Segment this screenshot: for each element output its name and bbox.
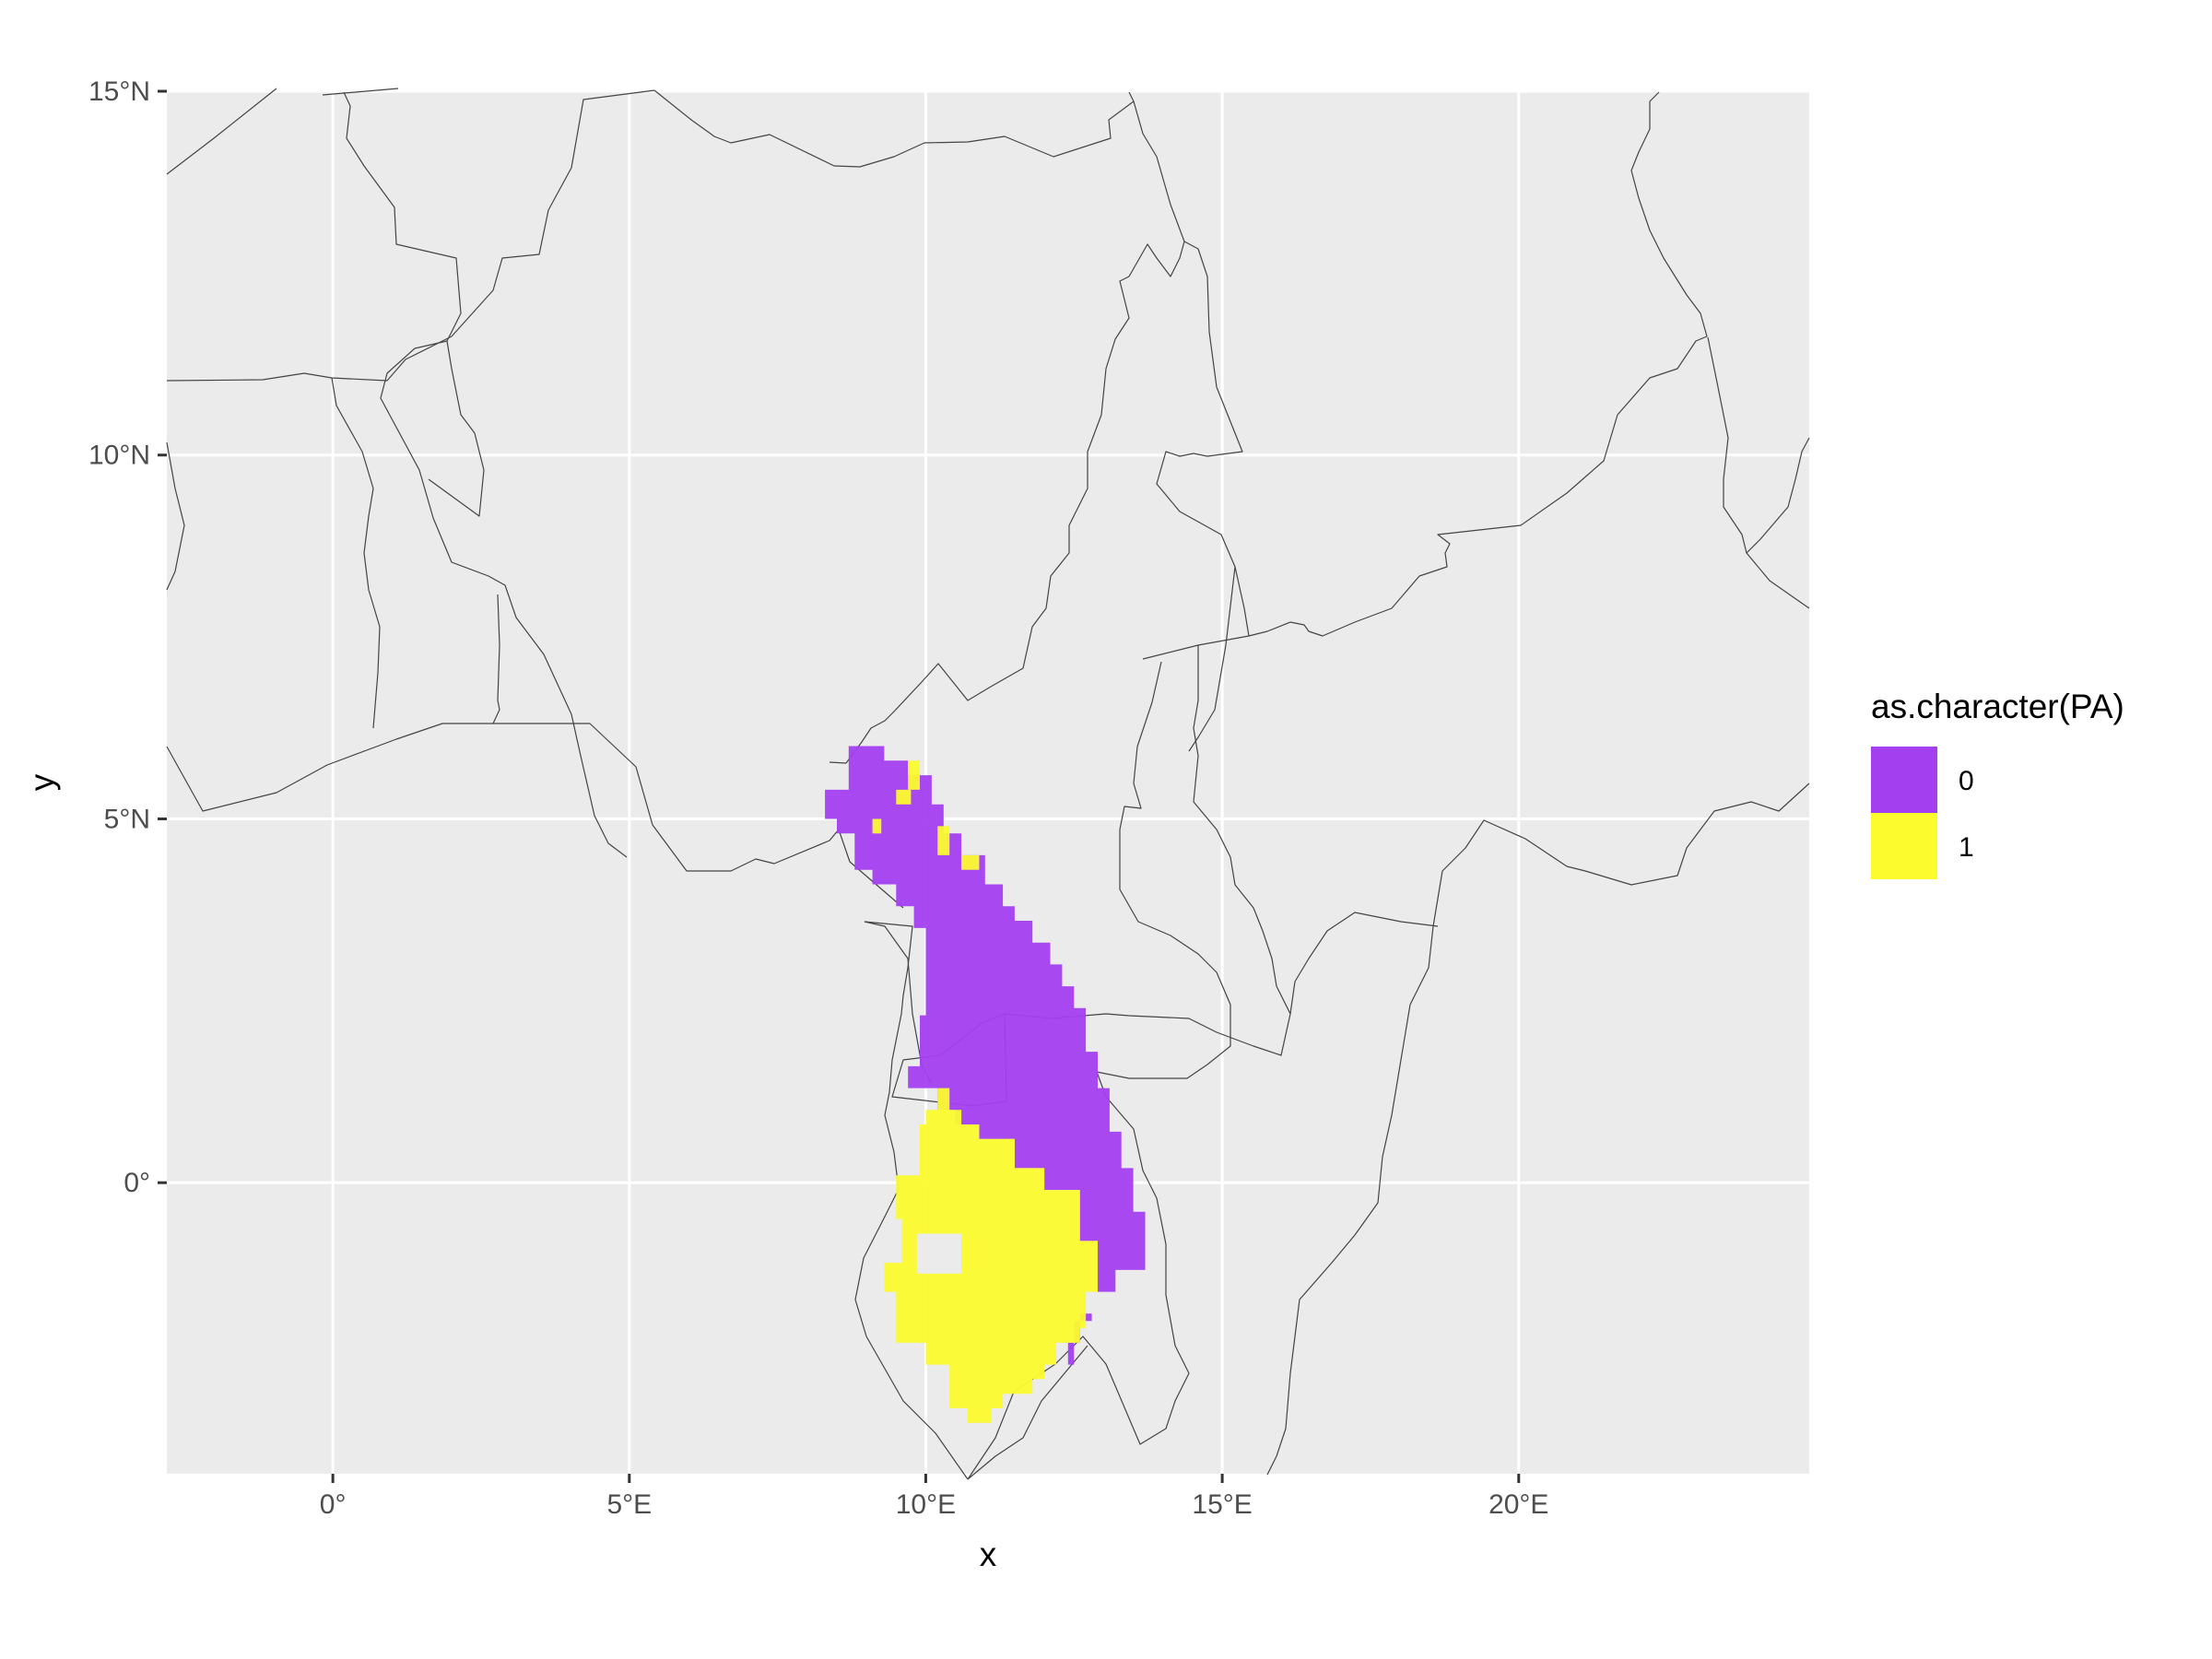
raster-region-class-1-3 bbox=[896, 789, 912, 805]
legend-label-0: 0 bbox=[1959, 766, 1974, 796]
legend-key-0 bbox=[1871, 747, 1937, 813]
raster-region-class-1-2 bbox=[872, 818, 882, 834]
country-border-20 bbox=[1193, 645, 1291, 1015]
legend: as.character(PA) 0 1 bbox=[1871, 688, 2124, 879]
raster-region-class-0-0 bbox=[825, 746, 1146, 1365]
country-border-18 bbox=[967, 1345, 1088, 1480]
country-border-17 bbox=[854, 921, 969, 1480]
country-border-10 bbox=[829, 100, 1185, 764]
x-axis: 0° 5°E 10°E 15°E 20°E bbox=[320, 1474, 1548, 1520]
legend-label-1: 1 bbox=[1959, 832, 1974, 863]
country-border-4 bbox=[331, 377, 381, 729]
raster-region-class-1-5 bbox=[937, 826, 950, 855]
country-border-15 bbox=[1746, 437, 1810, 554]
y-tick-label-0: 0° bbox=[124, 1168, 150, 1198]
country-border-8 bbox=[166, 723, 904, 909]
country-border-7 bbox=[166, 441, 185, 591]
x-tick-label-0: 0° bbox=[320, 1489, 347, 1520]
country-border-14 bbox=[1707, 336, 1810, 609]
country-border-21 bbox=[1289, 912, 1439, 1015]
country-border-6 bbox=[428, 340, 485, 517]
y-axis-title: y bbox=[23, 773, 61, 791]
raster-region-class-1-1 bbox=[884, 1088, 1098, 1423]
y-axis: 0° 5°N 10°N 15°N bbox=[88, 76, 167, 1198]
y-tick-label-2: 10°N bbox=[88, 441, 150, 471]
country-border-13 bbox=[1248, 91, 1708, 637]
x-axis-title: x bbox=[980, 1535, 997, 1573]
country-border-12 bbox=[1188, 566, 1236, 752]
y-tick-label-1: 5°N bbox=[104, 804, 150, 834]
country-border-2 bbox=[653, 89, 1135, 168]
raster-region-class-1-4 bbox=[908, 760, 920, 790]
x-tick-label-3: 15°E bbox=[1192, 1489, 1252, 1520]
presence-absence-raster bbox=[825, 746, 1146, 1423]
country-border-22 bbox=[1266, 782, 1810, 1476]
country-border-3 bbox=[343, 91, 628, 858]
legend-key-1 bbox=[1871, 813, 1937, 879]
country-border-1 bbox=[166, 89, 655, 382]
y-tick-label-3: 15°N bbox=[88, 76, 150, 107]
legend-title: as.character(PA) bbox=[1871, 688, 2124, 725]
x-tick-label-2: 10°E bbox=[896, 1489, 956, 1520]
country-border-11 bbox=[1142, 241, 1250, 660]
country-border-5 bbox=[492, 594, 500, 724]
raster-region-class-1-6 bbox=[961, 854, 980, 870]
x-tick-label-1: 5°E bbox=[606, 1489, 652, 1520]
country-border-0 bbox=[166, 88, 399, 175]
raster-gap bbox=[916, 1233, 962, 1274]
x-tick-label-4: 20°E bbox=[1488, 1489, 1548, 1520]
